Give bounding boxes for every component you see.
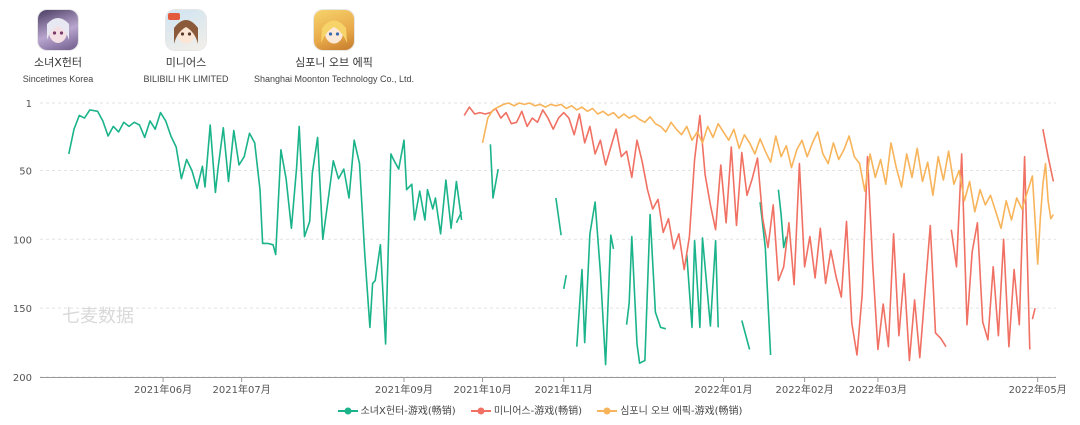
x-tick-label: 2021年10月 bbox=[453, 383, 511, 395]
watermark-text: 七麦数据 bbox=[62, 306, 134, 327]
x-tick-label: 2021年09月 bbox=[375, 383, 433, 395]
y-tick-label: 150 bbox=[13, 304, 32, 315]
legend-item-2[interactable]: 심포니 오브 에픽-游戏(畅销) bbox=[597, 402, 742, 417]
series-line bbox=[455, 211, 463, 224]
legend-marker bbox=[603, 407, 611, 415]
app-publisher: Sincetimes Korea bbox=[22, 74, 94, 84]
app-publisher: BILIBILI HK LIMITED bbox=[143, 74, 229, 84]
anime-girl-silver-hair-icon[interactable] bbox=[38, 10, 78, 50]
x-tick-label: 2021年11月 bbox=[535, 383, 593, 395]
app-name: 소녀X헌터 bbox=[33, 56, 82, 69]
legend-item-1[interactable]: 미니어스-游戏(畅销) bbox=[470, 402, 583, 417]
legend-marker bbox=[344, 407, 352, 415]
series-line bbox=[555, 197, 562, 236]
series-line bbox=[686, 237, 719, 329]
series-line bbox=[489, 144, 499, 199]
series-line bbox=[759, 202, 772, 356]
app-header: 소녀X헌터 Sincetimes Korea 미니어스 BILIBILI HK … bbox=[0, 0, 1080, 92]
anime-girl-brown-hair-icon[interactable] bbox=[166, 10, 206, 50]
series-line bbox=[1031, 308, 1036, 320]
y-tick-label: 50 bbox=[19, 166, 32, 177]
anime-girl-blonde-hair-icon[interactable] bbox=[314, 10, 354, 50]
x-tick-label: 2022年03月 bbox=[849, 383, 907, 395]
series-1 bbox=[463, 106, 1055, 362]
legend-label: 소녀X헌터-游戏(畅销) bbox=[360, 406, 456, 417]
series-line bbox=[68, 109, 463, 345]
series-line bbox=[463, 106, 947, 362]
legend-label: 미니어스-游戏(畅销) bbox=[493, 406, 583, 417]
x-tick-label: 2022年01月 bbox=[694, 383, 752, 395]
x-tick-label: 2021年06月 bbox=[134, 383, 192, 395]
y-tick-label: 100 bbox=[13, 235, 32, 246]
series-lines bbox=[68, 102, 1055, 366]
series-line bbox=[562, 274, 568, 290]
x-axis: 2021年06月 2021年07月 2021年09月 2021年10月 2021年11月… bbox=[40, 377, 1067, 395]
legend-label: 심포니 오브 에픽-游戏(畅销) bbox=[620, 406, 743, 417]
series-line bbox=[625, 213, 667, 365]
series-line bbox=[950, 153, 1031, 350]
series-line bbox=[741, 320, 751, 350]
series-line bbox=[1042, 129, 1055, 182]
series-line bbox=[777, 189, 788, 249]
chart-grid bbox=[40, 102, 1056, 378]
x-tick-label: 2022年02月 bbox=[776, 383, 834, 395]
series-line bbox=[576, 201, 615, 366]
app-name: 미니어스 bbox=[165, 56, 207, 69]
chart-legend: 소녀X헌터-游戏(畅销) 미니어스-游戏(畅销) 심포니 오브 에픽-游戏(畅销… bbox=[0, 402, 1080, 417]
y-tick-label: 200 bbox=[13, 373, 32, 384]
x-tick-label: 2022年05月 bbox=[1009, 383, 1067, 395]
series-line bbox=[481, 102, 1055, 265]
legend-marker bbox=[477, 407, 485, 415]
app-card-0[interactable]: 소녀X헌터 Sincetimes Korea bbox=[18, 10, 98, 84]
legend-item-0[interactable]: 소녀X헌터-游戏(畅销) bbox=[337, 402, 456, 417]
app-card-2[interactable]: 심포니 오브 에픽 Shanghai Moonton Technology Co… bbox=[248, 10, 420, 84]
app-name: 심포니 오브 에픽 bbox=[295, 56, 373, 69]
series-2 bbox=[481, 102, 1055, 265]
y-tick-label: 1 bbox=[26, 99, 32, 110]
app-publisher: Shanghai Moonton Technology Co., Ltd. bbox=[254, 74, 414, 84]
x-tick-label: 2021年07月 bbox=[213, 383, 271, 395]
app-card-1[interactable]: 미니어스 BILIBILI HK LIMITED bbox=[136, 10, 236, 84]
